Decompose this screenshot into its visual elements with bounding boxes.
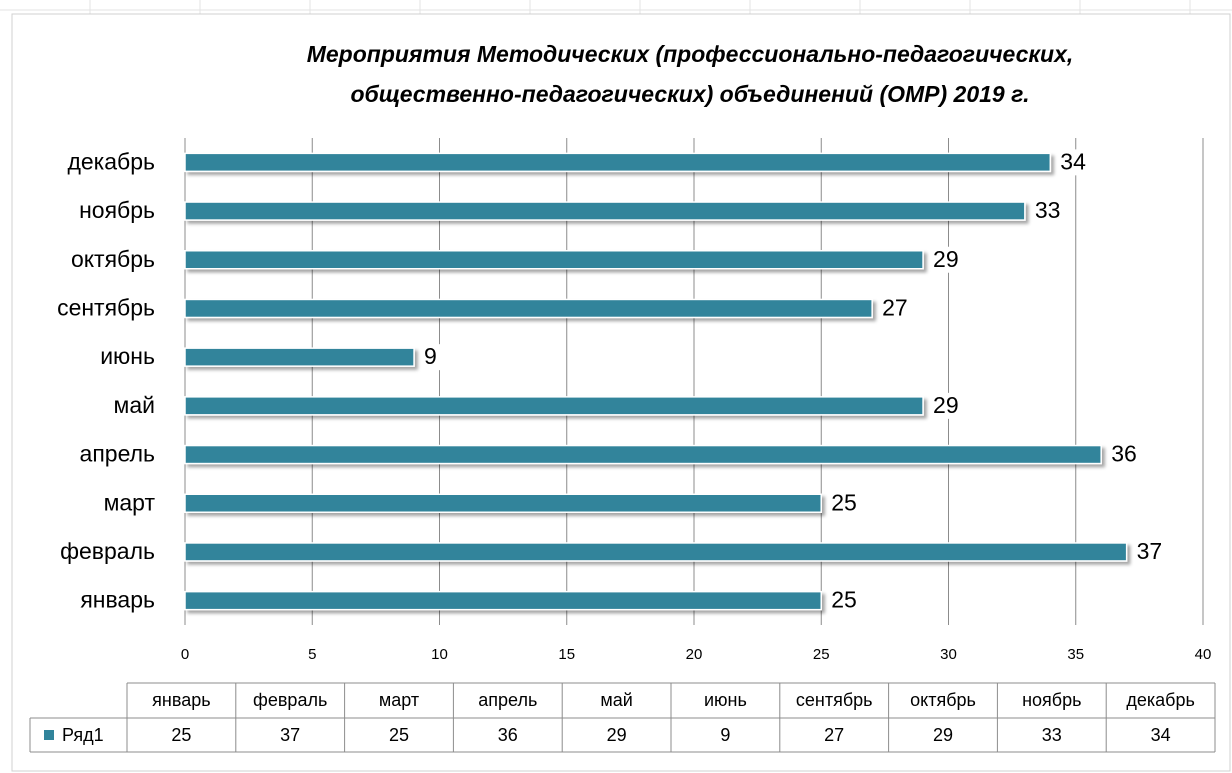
table-header: февраль — [253, 690, 327, 710]
data-label-bg — [829, 587, 866, 614]
table-value: 33 — [1042, 725, 1062, 745]
data-label: 29 — [933, 392, 959, 418]
x-tick-label: 25 — [813, 646, 830, 663]
chart-area — [11, 13, 1231, 772]
data-label: 34 — [1060, 148, 1086, 174]
data-table: Ряд1 январь 25 февраль 37 март 25 апрель 36 май 29… — [29, 682, 1216, 753]
bar — [184, 152, 1052, 173]
table-value: 25 — [171, 725, 191, 745]
data-label: 27 — [882, 295, 908, 321]
bar — [184, 396, 924, 416]
data-label: 25 — [831, 489, 857, 515]
bar — [184, 250, 924, 270]
table-header: июнь — [704, 690, 747, 710]
data-label: 37 — [1137, 538, 1163, 564]
data-label-bg — [829, 490, 866, 517]
y-tick-label: январь — [80, 587, 155, 613]
table-header: декабрь — [1126, 690, 1195, 710]
y-tick-label: ноябрь — [79, 197, 155, 223]
x-tick-label: 20 — [686, 646, 703, 663]
data-label-bg — [1109, 441, 1146, 468]
table-header: октябрь — [910, 690, 976, 710]
bar — [184, 590, 822, 611]
y-tick-label: март — [104, 489, 156, 515]
y-tick-label: октябрь — [71, 246, 155, 272]
table-value: 29 — [933, 725, 953, 745]
chart-title: общественно-педагогических) объединений … — [351, 81, 1030, 107]
labels: январь 25 февраль 37 март 25 апрель 36 май 29 июнь… — [57, 148, 1171, 614]
y-tick-label: июнь — [100, 343, 155, 369]
table-value: 27 — [824, 725, 844, 745]
table-header: апрель — [478, 690, 537, 710]
x-tick-label: 30 — [940, 646, 957, 663]
table-header: май — [600, 690, 632, 710]
table-value: 25 — [389, 725, 409, 745]
y-tick-label: май — [114, 392, 155, 418]
table-header: март — [379, 690, 419, 710]
data-label: 33 — [1035, 197, 1061, 223]
table-header: сентябрь — [796, 690, 873, 710]
table-value: 34 — [1151, 725, 1171, 745]
x-tick-label: 15 — [558, 646, 575, 663]
table-value: 29 — [607, 725, 627, 745]
data-label: 25 — [831, 587, 857, 613]
sheet-grid — [0, 0, 1232, 14]
data-label: 9 — [424, 343, 437, 369]
data-label-bg — [880, 295, 917, 322]
data-label-bg — [1032, 198, 1069, 225]
x-tick-label: 40 — [1195, 646, 1212, 663]
y-tick-label: февраль — [60, 538, 155, 564]
data-label: 36 — [1111, 441, 1137, 467]
bar — [184, 298, 873, 319]
table-value: 36 — [498, 725, 518, 745]
y-tick-label: сентябрь — [57, 295, 155, 321]
bar — [184, 493, 822, 513]
bar — [184, 201, 1026, 221]
bar — [184, 444, 1102, 465]
bar — [184, 542, 1128, 562]
x-tick-label: 35 — [1067, 646, 1084, 663]
y-tick-label: апрель — [80, 441, 155, 467]
bar — [184, 347, 415, 367]
data-label-bg — [931, 246, 968, 273]
x-tick-label: 0 — [181, 646, 189, 663]
data-label: 29 — [933, 246, 959, 272]
x-tick-label: 5 — [308, 646, 316, 663]
table-header: январь — [152, 690, 210, 710]
data-label-bg — [422, 344, 459, 371]
table-value: 9 — [720, 725, 730, 745]
y-tick-label: декабрь — [67, 148, 155, 174]
bars — [184, 152, 1128, 611]
legend-marker — [44, 730, 54, 740]
data-label-bg — [931, 392, 968, 419]
data-label-bg — [1134, 538, 1171, 565]
x-tick-label: 10 — [431, 646, 448, 663]
data-label-bg — [1058, 149, 1095, 176]
legend-label: Ряд1 — [62, 725, 104, 745]
table-header: ноябрь — [1022, 690, 1081, 710]
table-value: 37 — [280, 725, 300, 745]
chart-title: Мероприятия Методических (профессиональн… — [307, 41, 1074, 67]
